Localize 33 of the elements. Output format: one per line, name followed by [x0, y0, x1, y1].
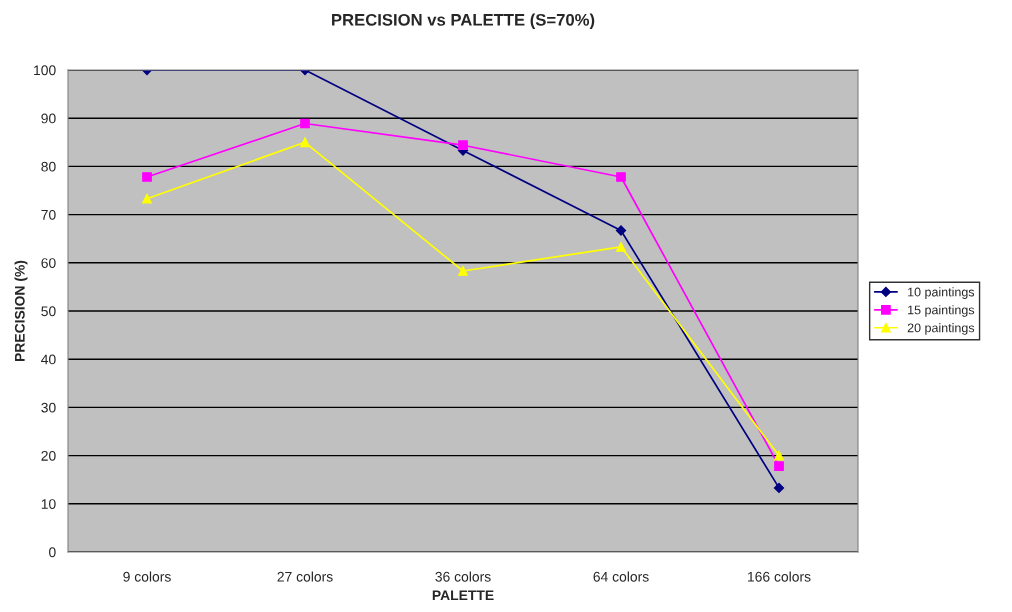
x-tick-label: 27 colors	[277, 571, 333, 582]
point	[616, 172, 626, 182]
x-axis-title: PALETTE	[432, 590, 494, 601]
point	[142, 193, 152, 204]
point	[773, 482, 785, 494]
legend-label: 15 paintings	[908, 305, 975, 317]
point	[458, 266, 468, 276]
point	[458, 140, 468, 151]
x-tick-label: 36 colors	[435, 571, 491, 582]
point	[300, 118, 310, 129]
y-tick-label: 10	[41, 499, 56, 509]
point	[774, 450, 784, 461]
y-tick-label: 50	[41, 306, 56, 317]
y-tick-label: 20	[41, 450, 56, 461]
y-axis-title: PRECISION (%)	[14, 260, 28, 361]
x-tick-label: 9 colors	[123, 571, 171, 582]
y-tick-label: 90	[41, 113, 56, 124]
point	[774, 461, 784, 472]
y-tick-label: 100	[34, 65, 56, 76]
point	[300, 137, 310, 148]
y-tick-label: 0	[49, 547, 56, 558]
y-tick-label: 40	[41, 354, 56, 365]
point	[616, 242, 626, 252]
chart-title: PRECISION vs PALETTE (S=70%)	[332, 13, 595, 30]
y-tick-label: 30	[41, 402, 56, 413]
legend-label: 10 paintings	[908, 287, 975, 299]
y-tick-label: 60	[41, 258, 56, 268]
legend-label: 20 paintings	[907, 323, 975, 335]
x-tick-label: 64 colors	[593, 571, 649, 582]
point	[142, 172, 152, 182]
y-tick-label: 70	[41, 209, 56, 220]
x-tick-label: 166 colors	[748, 571, 811, 582]
y-tick-label: 80	[41, 161, 56, 172]
